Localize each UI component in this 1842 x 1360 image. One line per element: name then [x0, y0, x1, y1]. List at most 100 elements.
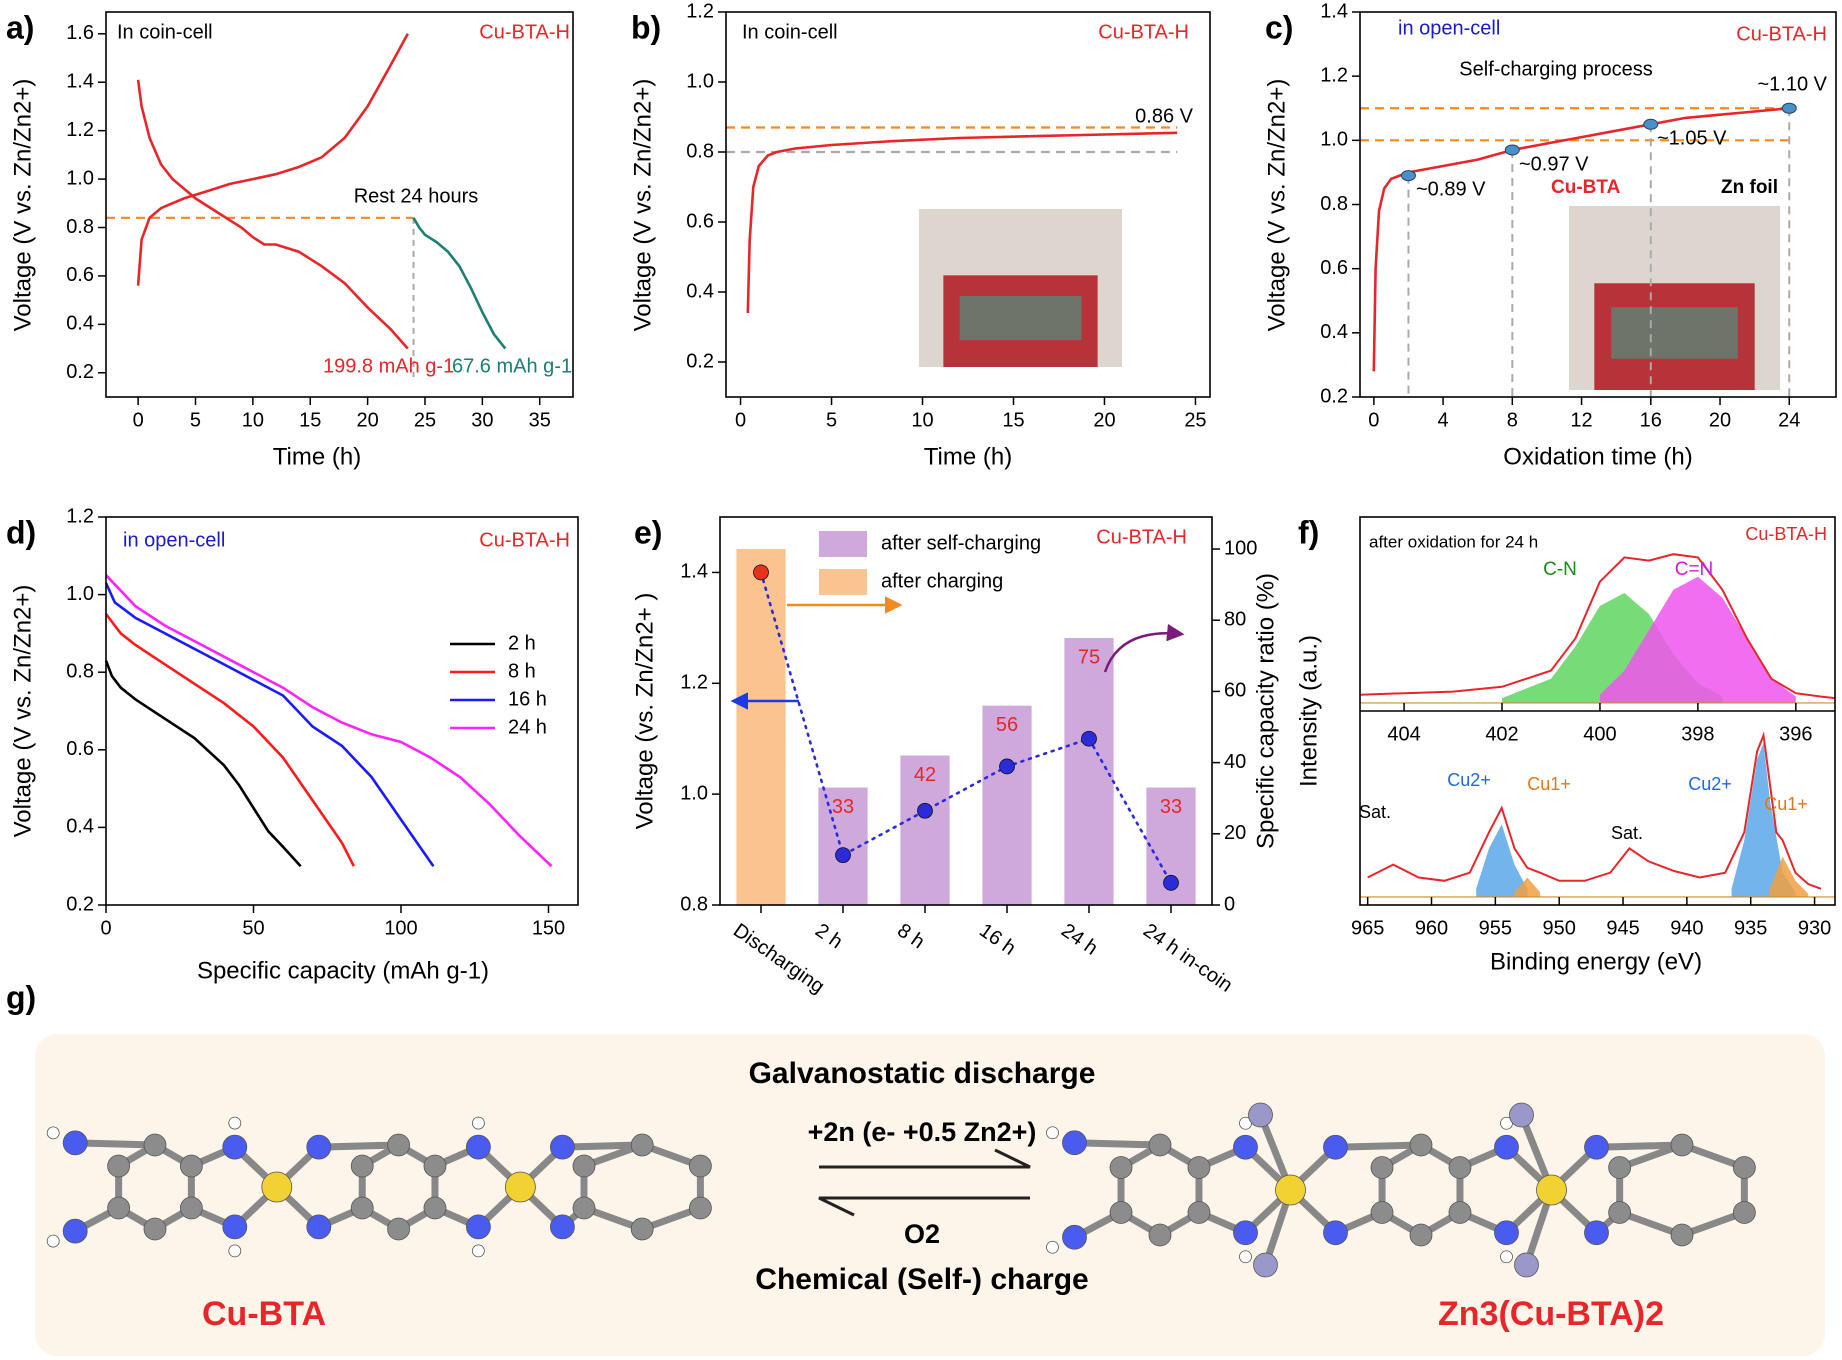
- x-tick-label: 402: [1485, 723, 1518, 745]
- atom: [1494, 1134, 1519, 1160]
- atom: [1732, 1201, 1756, 1224]
- annotation: 0.86 V: [1135, 105, 1193, 127]
- atom: [572, 1154, 596, 1178]
- y-tick-label: 0.4: [686, 280, 714, 302]
- y-tick-label: 0.6: [66, 264, 94, 286]
- right-molecule-label: Zn3(Cu-BTA)2: [1438, 1295, 1664, 1333]
- x-tick-label: 398: [1681, 723, 1714, 745]
- x-tick-label: 2 h: [811, 919, 846, 953]
- legend-label: 2 h: [508, 632, 536, 654]
- peak-area: [1731, 743, 1796, 897]
- atom: [1514, 1252, 1539, 1278]
- panel-label: d): [6, 514, 36, 550]
- y-tick-label: 1.6: [66, 22, 94, 44]
- x-tick-label: 20: [1093, 409, 1115, 431]
- atom: [350, 1154, 374, 1178]
- bar: [736, 549, 786, 905]
- meter-screen: [1611, 307, 1738, 359]
- forward-arrow: [819, 1148, 1031, 1169]
- x-tick-label: 0: [1368, 409, 1379, 431]
- annotation: Cu2+: [1447, 770, 1491, 790]
- x-tick-label: 0: [100, 917, 111, 939]
- atom: [688, 1154, 712, 1178]
- data-line: [746, 131, 1178, 314]
- atom: [1187, 1156, 1211, 1179]
- y-axis-title: Intensity (a.u.): [1295, 635, 1322, 787]
- y-axis-title: Voltage (V vs. Zn/Zn2+): [629, 79, 656, 332]
- legend-label: 24 h: [508, 716, 547, 738]
- panel-label: g): [6, 979, 36, 1015]
- x-tick-label: 0: [133, 409, 144, 431]
- scheme-box: [35, 1034, 1825, 1356]
- bar-value-label: 42: [914, 764, 936, 786]
- x-tick-label: 8 h: [893, 919, 928, 953]
- reverse-detail: O2: [904, 1219, 940, 1249]
- y-tick-label: 0.8: [66, 660, 94, 682]
- y-tick-label: 0.2: [1320, 385, 1348, 407]
- reverse-arrow: [818, 1196, 1030, 1217]
- x-tick-label: 100: [384, 917, 417, 939]
- bar-value-label: 75: [1078, 646, 1100, 668]
- atom: [62, 1218, 88, 1244]
- x-tick-label: 16 h: [975, 919, 1020, 959]
- atom: [46, 1234, 60, 1248]
- plot-frame: [725, 11, 1211, 398]
- x-tick-label: 25: [414, 409, 436, 431]
- atom: [630, 1217, 654, 1241]
- legend-label: 8 h: [508, 660, 536, 682]
- atom: [1409, 1133, 1433, 1157]
- atom: [1536, 1174, 1567, 1206]
- x-tick-label: 50: [242, 917, 264, 939]
- bar: [982, 705, 1032, 905]
- atom: [1608, 1201, 1632, 1224]
- forward-detail: +2n (e- +0.5 Zn2+): [808, 1117, 1037, 1147]
- x-tick-label: Discharging: [729, 919, 828, 998]
- y-tick-label: 1.2: [686, 0, 714, 22]
- atom: [572, 1196, 596, 1220]
- annotation: 199.8 mAh g-1: [323, 355, 454, 377]
- data-line: [759, 571, 1173, 885]
- atom: [1187, 1201, 1211, 1224]
- atom: [1062, 1224, 1087, 1250]
- legend-label: after charging: [881, 570, 1003, 592]
- x-tick-label: 8: [1507, 409, 1518, 431]
- data-line: [104, 660, 302, 868]
- x-tick-label: 30: [471, 409, 493, 431]
- marker: [1504, 144, 1520, 156]
- x-axis-title: Time (h): [924, 443, 1012, 470]
- annotation: Cu-BTA: [1551, 177, 1621, 198]
- y-tick-label: 0.4: [66, 816, 94, 838]
- y-tick-label: 0.2: [686, 350, 714, 372]
- y-tick-label: 1.4: [1320, 0, 1348, 22]
- atom: [465, 1214, 491, 1240]
- atom: [143, 1133, 167, 1157]
- atom: [306, 1214, 332, 1240]
- spectrum-line: [1367, 731, 1822, 890]
- point-label: ~1.05 V: [1657, 127, 1727, 149]
- x-tick-label: 24 h in-coin: [1139, 919, 1236, 996]
- atom: [62, 1130, 88, 1156]
- atom: [179, 1154, 203, 1178]
- atom: [1275, 1174, 1306, 1206]
- x-tick-label: 5: [826, 409, 837, 431]
- atom: [471, 1244, 485, 1258]
- annotation: Cu1+: [1764, 794, 1808, 814]
- legend-label: 16 h: [508, 688, 547, 710]
- atom: [387, 1133, 411, 1157]
- peak-area: [1769, 856, 1809, 897]
- x-axis-title: Oxidation time (h): [1503, 443, 1692, 470]
- y-tick-label: 0.8: [680, 893, 708, 915]
- atom: [387, 1217, 411, 1241]
- atom: [1494, 1220, 1519, 1246]
- y-tick-label: 0: [1224, 893, 1235, 915]
- marker: [1781, 102, 1797, 114]
- x-tick-label: 10: [911, 409, 933, 431]
- x-tick-label: 20: [1709, 409, 1731, 431]
- x-tick-label: 10: [242, 409, 264, 431]
- atom: [423, 1196, 447, 1220]
- atom: [1370, 1201, 1394, 1224]
- point-label: ~0.89 V: [1416, 178, 1486, 200]
- x-tick-label: 24: [1778, 409, 1800, 431]
- molecule-art: [46, 1102, 1756, 1278]
